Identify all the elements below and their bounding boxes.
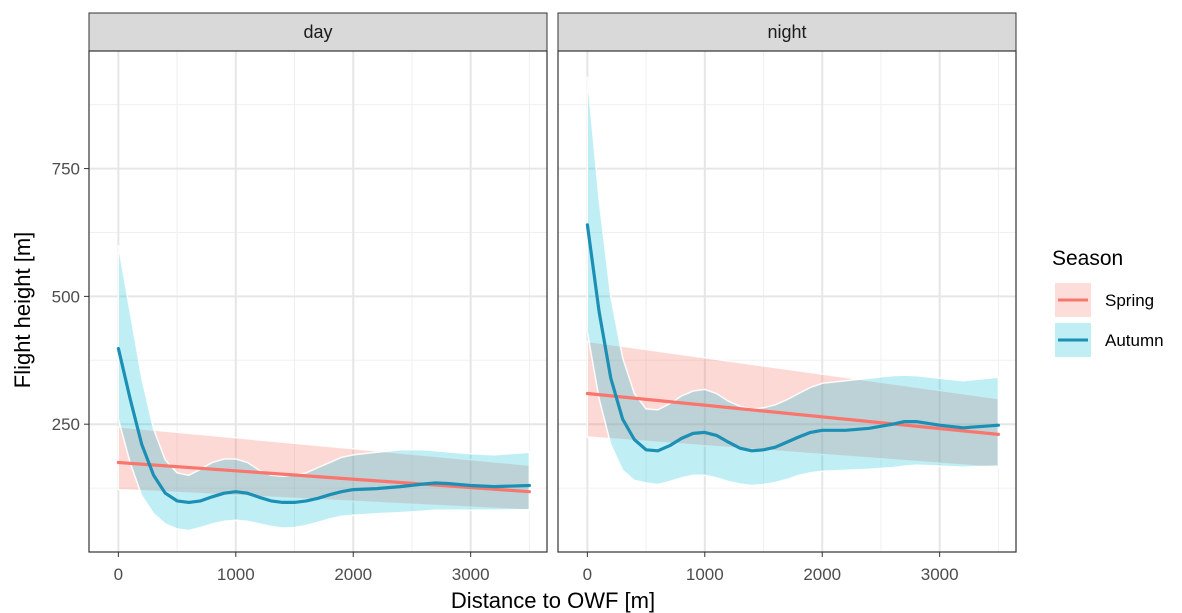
panel-border-day — [88, 50, 548, 553]
x-tick-label: 0 — [114, 565, 123, 584]
legend-title: Season — [1052, 247, 1123, 270]
confidence-band-autumn-day — [117, 245, 531, 532]
facet-strip-day — [88, 12, 548, 52]
x-tick-label: 1000 — [217, 565, 255, 584]
x-axis-title: Distance to OWF [m] — [451, 588, 655, 613]
y-tick-label: 750 — [52, 160, 80, 179]
facet-strip-label-day: day — [303, 22, 332, 42]
legend-label-autumn: Autumn — [1105, 331, 1164, 350]
x-tick-label: 1000 — [686, 565, 724, 584]
series-line-spring-day — [116, 460, 532, 494]
series-line-autumn-night — [585, 223, 1001, 453]
x-tick-label: 3000 — [921, 565, 959, 584]
panel-border-night — [557, 50, 1017, 553]
series-line-autumn-day — [116, 346, 532, 504]
x-tick-label: 2000 — [334, 565, 372, 584]
panels-group: day 0 1000 2000 3000 250 500 750 night 0 1000 2000 3… — [52, 12, 1017, 584]
x-tick-label: 3000 — [452, 565, 490, 584]
legend-label-spring: Spring — [1105, 291, 1154, 310]
y-axis-title: Flight height [m] — [10, 232, 35, 389]
y-tick-label: 250 — [52, 415, 80, 434]
x-tick-label: 0 — [583, 565, 592, 584]
legend: Season Spring Autumn — [1052, 247, 1164, 357]
legend-item-spring: Spring — [1055, 283, 1154, 317]
x-tick-label: 2000 — [803, 565, 841, 584]
panel-day: day 0 1000 2000 3000 250 500 750 — [52, 12, 548, 584]
facet-strip-label-night: night — [767, 22, 806, 42]
confidence-band-autumn-night — [586, 76, 1000, 487]
series-line-spring-night — [585, 391, 1001, 436]
y-tick-label: 500 — [52, 287, 80, 306]
facet-strip-night — [557, 12, 1017, 52]
legend-item-autumn: Autumn — [1055, 323, 1164, 357]
panel-night: night 0 1000 2000 3000 — [557, 12, 1017, 584]
